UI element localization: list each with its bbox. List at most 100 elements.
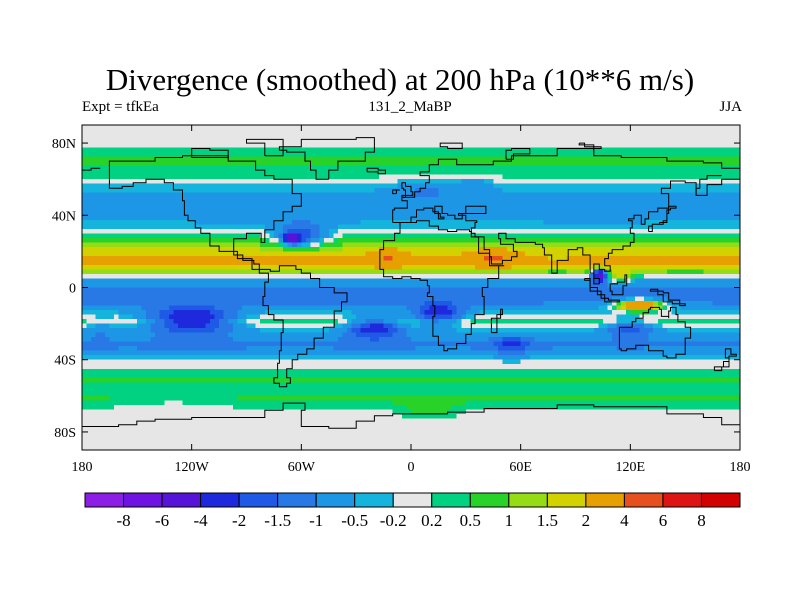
contour-cell: [685, 210, 691, 216]
contour-cell: [639, 170, 645, 176]
contour-cell: [219, 156, 225, 162]
contour-cell: [488, 179, 494, 185]
contour-cell: [219, 152, 225, 158]
contour-cell: [534, 251, 540, 257]
contour-cell: [465, 174, 471, 180]
contour-cell: [721, 224, 727, 230]
contour-cell: [141, 161, 147, 167]
contour-cell: [91, 138, 97, 144]
contour-cell: [136, 255, 142, 262]
contour-cell: [388, 246, 394, 252]
contour-cell: [401, 215, 408, 221]
contour-cell: [612, 269, 618, 275]
contour-cell: [612, 161, 618, 167]
contour-cell: [461, 197, 467, 203]
contour-cell: [82, 215, 88, 221]
contour-cell: [666, 156, 673, 162]
contour-cell: [474, 125, 481, 131]
contour-cell: [516, 161, 522, 167]
contour-cell: [337, 219, 344, 225]
contour-cell: [324, 161, 330, 167]
contour-cell: [447, 129, 453, 135]
contour-cell: [264, 219, 270, 225]
contour-cell: [621, 134, 627, 140]
contour-cell: [470, 170, 476, 176]
contour-cell: [269, 242, 275, 248]
contour-cell: [570, 264, 577, 271]
contour-cell: [260, 170, 266, 176]
contour-cell: [612, 156, 618, 162]
contour-cell: [630, 179, 636, 185]
contour-cell: [100, 152, 106, 158]
contour-cell: [287, 188, 293, 194]
contour-cell: [283, 143, 289, 149]
contour-cell: [657, 170, 663, 176]
contour-cell: [534, 192, 540, 198]
contour-cell: [187, 170, 193, 176]
contour-cell: [511, 264, 517, 271]
contour-cell: [639, 165, 645, 171]
contour-cell: [680, 246, 686, 252]
contour-cell: [406, 138, 412, 144]
contour-cell: [616, 147, 622, 153]
contour-cell: [246, 201, 252, 207]
contour-cell: [191, 210, 197, 216]
contour-cell: [182, 278, 188, 284]
contour-cell: [219, 179, 225, 185]
contour-cell: [388, 147, 394, 153]
contour-cell: [342, 143, 348, 149]
contour-cell: [557, 210, 563, 216]
contour-cell: [625, 201, 631, 207]
contour-cell: [347, 192, 353, 198]
contour-cell: [255, 183, 261, 189]
contour-cell: [173, 269, 179, 275]
contour-cell: [717, 152, 723, 158]
contour-cell: [680, 174, 686, 180]
contour-cell: [424, 134, 430, 140]
contour-cell: [113, 201, 120, 207]
contour-cell: [159, 228, 165, 234]
contour-cell: [452, 147, 458, 153]
contour-cell: [273, 233, 280, 239]
contour-cell: [95, 156, 101, 162]
contour-cell: [456, 125, 462, 131]
contour-cell: [100, 237, 106, 243]
contour-cell: [648, 179, 654, 185]
contour-cell: [666, 224, 673, 230]
contour-cell: [570, 192, 577, 198]
contour-cell: [634, 170, 641, 176]
contour-cell: [538, 206, 545, 212]
contour-cell: [333, 210, 339, 216]
contour-cell: [360, 215, 366, 221]
contour-cell: [333, 246, 339, 252]
contour-cell: [168, 134, 174, 140]
contour-cell: [278, 215, 284, 221]
contour-cell: [296, 260, 302, 266]
contour-cell: [602, 206, 609, 212]
contour-cell: [497, 233, 503, 239]
contour-cell: [159, 233, 165, 239]
contour-cell: [241, 197, 248, 203]
contour-cell: [255, 206, 261, 212]
contour-cell: [726, 138, 732, 144]
contour-cell: [529, 183, 535, 189]
contour-cell: [392, 215, 398, 221]
contour-cell: [159, 192, 165, 198]
contour-cell: [301, 246, 307, 252]
contour-cell: [726, 215, 732, 221]
contour-cell: [644, 129, 650, 135]
contour-cell: [712, 183, 718, 189]
contour-cell: [698, 269, 705, 275]
contour-cell: [516, 224, 522, 230]
contour-cell: [397, 125, 403, 131]
contour-cell: [333, 273, 339, 280]
contour-cell: [369, 215, 376, 221]
contour-cell: [456, 206, 462, 212]
contour-cell: [630, 170, 636, 176]
contour-cell: [113, 273, 120, 280]
contour-cell: [580, 174, 586, 180]
contour-cell: [602, 143, 609, 149]
contour-cell: [529, 156, 535, 162]
contour-cell: [666, 134, 673, 140]
contour-cell: [726, 264, 732, 271]
